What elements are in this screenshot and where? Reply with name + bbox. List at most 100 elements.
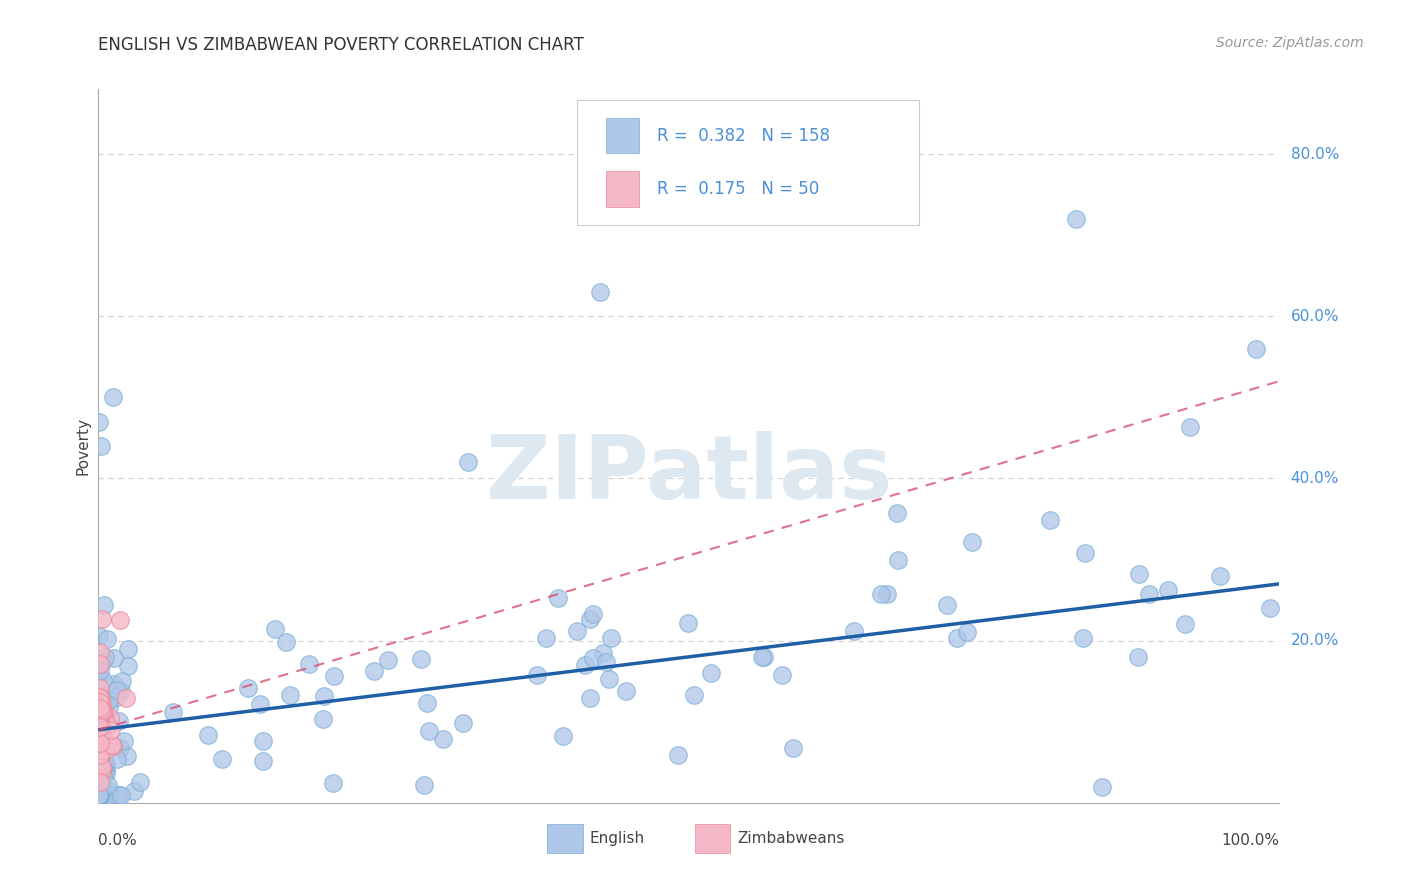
Point xyxy=(89,788,111,802)
Point xyxy=(551,729,574,743)
Point xyxy=(314,689,336,703)
Point xyxy=(87,698,110,712)
Point xyxy=(91,753,114,767)
Point xyxy=(238,681,260,695)
Point xyxy=(93,788,115,802)
Point xyxy=(90,705,112,719)
Point xyxy=(94,712,117,726)
Point xyxy=(936,599,959,613)
Point xyxy=(782,740,804,755)
Point xyxy=(89,755,111,769)
Point xyxy=(90,707,112,722)
Point xyxy=(94,753,117,767)
FancyBboxPatch shape xyxy=(695,824,730,853)
Point xyxy=(89,665,111,679)
Point xyxy=(97,782,120,797)
Point xyxy=(93,753,115,767)
Point xyxy=(90,706,112,721)
Text: 0.0%: 0.0% xyxy=(98,833,138,848)
Point xyxy=(105,690,128,705)
Point xyxy=(956,625,979,640)
Point xyxy=(96,788,118,802)
Point xyxy=(89,700,111,714)
Point xyxy=(91,706,114,720)
Point xyxy=(90,743,112,757)
Point xyxy=(409,652,432,666)
Point xyxy=(887,553,910,567)
Point xyxy=(1071,631,1094,645)
Point xyxy=(89,722,111,736)
Point xyxy=(323,669,346,683)
Point xyxy=(96,764,118,778)
Point xyxy=(87,679,110,693)
Point xyxy=(90,788,112,802)
Point xyxy=(526,667,548,681)
Text: 40.0%: 40.0% xyxy=(1291,471,1339,486)
Point xyxy=(1174,617,1197,632)
Point xyxy=(579,611,602,625)
Point xyxy=(432,732,454,747)
Point xyxy=(770,668,793,682)
Point xyxy=(89,788,111,802)
Point xyxy=(418,724,440,739)
Point xyxy=(274,635,297,649)
Point xyxy=(162,705,184,719)
Point xyxy=(89,657,111,671)
Point xyxy=(582,607,605,622)
Point xyxy=(90,760,112,774)
Point xyxy=(87,710,110,724)
Point xyxy=(98,692,121,706)
Point xyxy=(1126,649,1149,664)
Point xyxy=(90,762,112,776)
Point xyxy=(1091,780,1114,794)
Point xyxy=(589,285,612,299)
Point xyxy=(87,702,110,716)
Text: 60.0%: 60.0% xyxy=(1291,309,1339,324)
FancyBboxPatch shape xyxy=(576,100,920,225)
Point xyxy=(108,613,131,627)
Point xyxy=(598,672,620,686)
FancyBboxPatch shape xyxy=(547,824,582,853)
Point xyxy=(322,776,344,790)
Point xyxy=(105,788,128,802)
FancyBboxPatch shape xyxy=(606,118,640,153)
Point xyxy=(457,455,479,469)
Point xyxy=(91,769,114,783)
Point xyxy=(93,706,115,720)
Text: R =  0.382   N = 158: R = 0.382 N = 158 xyxy=(657,127,830,145)
Point xyxy=(1178,420,1201,434)
Point xyxy=(666,747,689,762)
Point xyxy=(595,655,617,669)
Point xyxy=(87,629,110,643)
Point xyxy=(1244,342,1267,356)
Point xyxy=(1064,211,1087,226)
Point xyxy=(112,734,135,748)
Point xyxy=(89,736,111,750)
Point xyxy=(377,653,399,667)
Point xyxy=(842,624,865,638)
Point xyxy=(91,747,114,761)
Point xyxy=(90,727,112,741)
Point xyxy=(211,752,233,766)
Point xyxy=(89,730,111,744)
Y-axis label: Poverty: Poverty xyxy=(75,417,90,475)
Point xyxy=(101,738,124,752)
Point xyxy=(87,752,110,766)
Point xyxy=(89,707,111,722)
Point xyxy=(91,673,114,688)
Point xyxy=(89,735,111,749)
Point xyxy=(108,788,131,802)
Point xyxy=(91,780,114,794)
Point xyxy=(110,683,132,698)
Point xyxy=(96,720,118,734)
Point xyxy=(124,784,146,798)
Point xyxy=(89,747,111,762)
Point xyxy=(93,709,115,723)
Point xyxy=(89,695,111,709)
Point xyxy=(94,720,117,734)
Point xyxy=(415,696,437,710)
Point xyxy=(547,591,569,605)
Point xyxy=(97,700,120,714)
Point xyxy=(115,749,138,764)
Point xyxy=(574,657,596,672)
